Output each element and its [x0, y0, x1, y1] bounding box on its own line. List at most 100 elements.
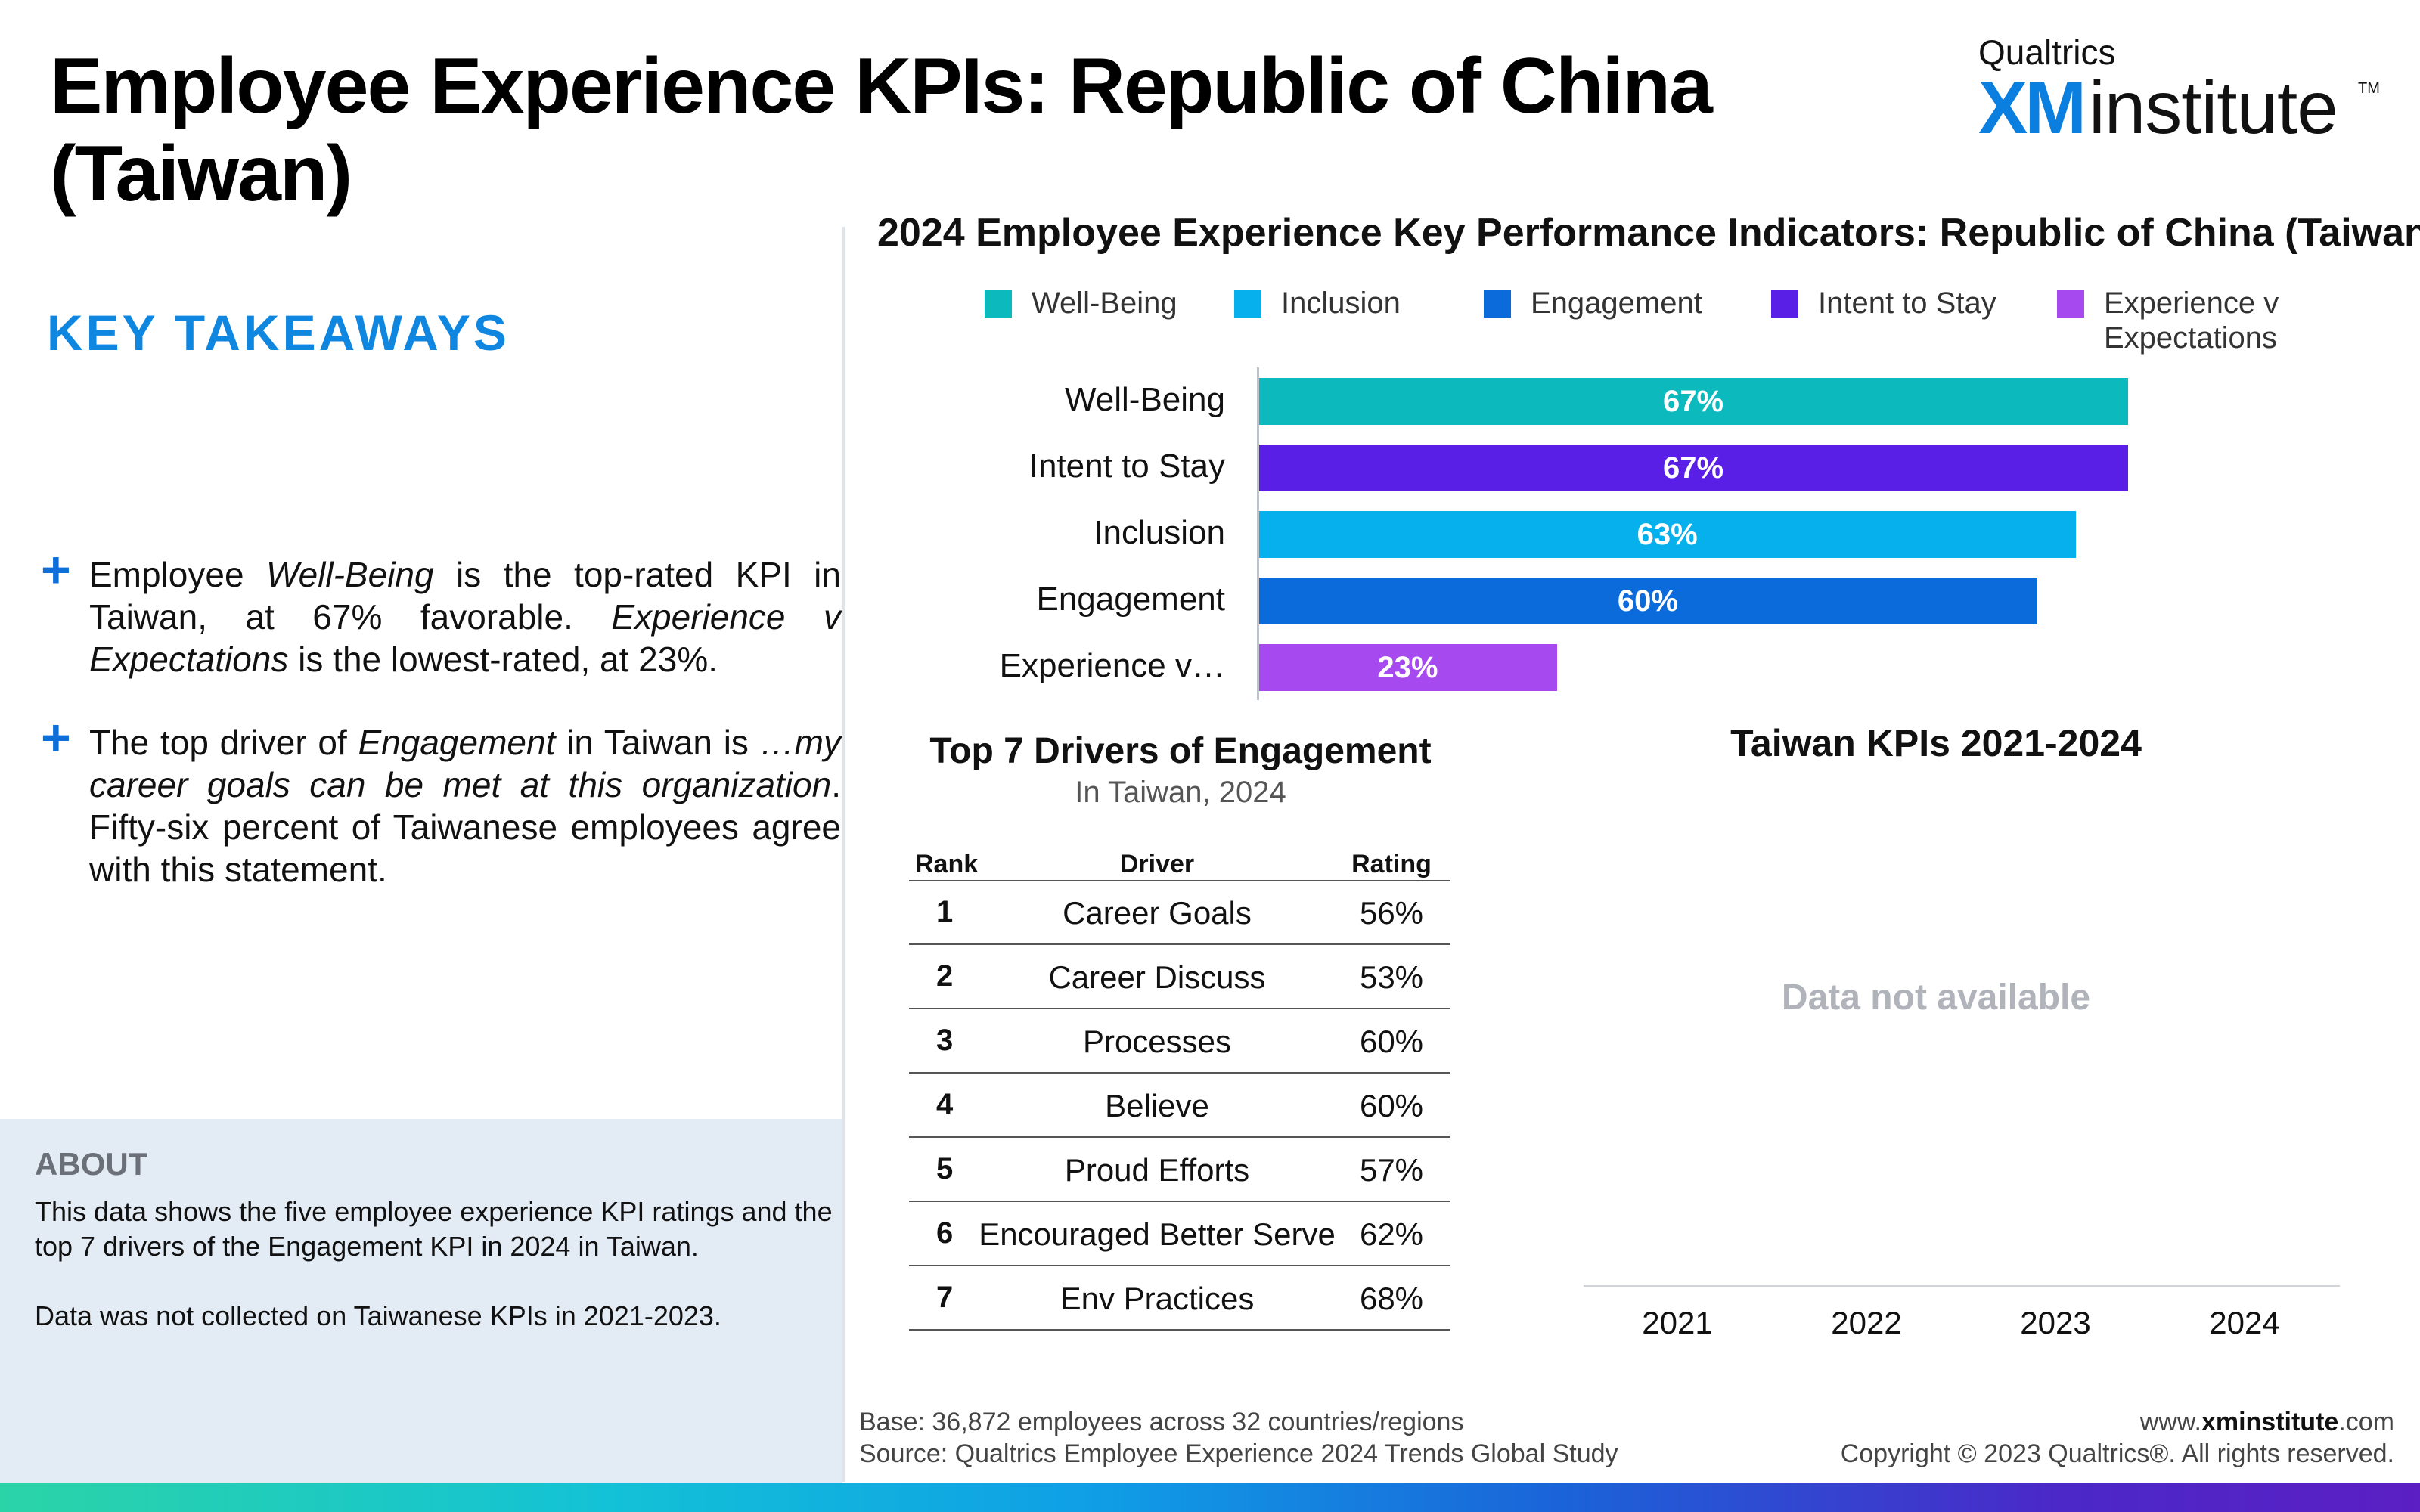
logo-institute-text: institute	[2089, 66, 2338, 149]
page-title: Employee Experience KPIs: Republic of Ch…	[50, 42, 1713, 218]
key-takeaways-heading: KEY TAKEAWAYS	[47, 305, 510, 361]
footer-gradient-bar	[0, 1483, 2420, 1512]
driver-name: Encouraged Better Serve	[979, 1216, 1336, 1252]
about-line-1: This data shows the five employee experi…	[35, 1196, 833, 1262]
logo-xm-text: XM	[1978, 66, 2086, 149]
driver-rank: 2	[936, 959, 954, 993]
driver-rating: 56%	[1359, 895, 1424, 931]
takeaway-segment: Well-Being	[266, 555, 434, 594]
kpi-chart-title: 2024 Employee Experience Key Performance…	[877, 211, 2420, 255]
driver-rating: 60%	[1359, 1024, 1424, 1059]
table-rule	[909, 1072, 1450, 1074]
panel-divider	[842, 227, 845, 1482]
plus-icon: +	[41, 541, 71, 599]
footer-website[interactable]: www.xminstitute.com	[2139, 1408, 2394, 1436]
about-heading: ABOUT	[35, 1146, 148, 1182]
takeaway-segment: …my career goals can be met at this orga…	[89, 723, 841, 804]
footer-base: Base: 36,872 employees across 32 countri…	[859, 1408, 1464, 1436]
takeaway-segment: in Taiwan is	[555, 723, 760, 762]
takeaway-text: The top driver of Engagement in Taiwan i…	[89, 721, 841, 891]
footer-copyright: Copyright © 2023 Qualtrics®. All rights …	[1840, 1439, 2394, 1468]
trend-chart-axis	[1584, 1285, 2340, 1287]
legend-label: Intent to Stay	[1818, 287, 1996, 320]
driver-name: Career Goals	[1063, 895, 1252, 931]
bar-category-label: Well-Being	[1065, 381, 1225, 418]
table-rule	[909, 1136, 1450, 1138]
drivers-title: Top 7 Drivers of Engagement	[929, 731, 1432, 771]
bar	[1258, 578, 2037, 624]
driver-rating: 68%	[1359, 1281, 1424, 1316]
driver-name: Career Discuss	[1048, 959, 1266, 995]
trend-chart-title: Taiwan KPIs 2021-2024	[1730, 722, 2142, 764]
bar-category-label: Intent to Stay	[1028, 448, 1225, 485]
legend-label: Experience v Expectations	[2104, 287, 2279, 355]
takeaway-segment: Employee	[89, 555, 266, 594]
bar-value-label: 60%	[1617, 584, 1678, 618]
about-text: This data shows the five employee experi…	[35, 1194, 836, 1334]
legend-swatch	[1234, 290, 1261, 318]
takeaway-segment: Experience v Expectations	[89, 597, 841, 679]
driver-rank: 7	[936, 1281, 954, 1314]
driver-name: Processes	[1082, 1024, 1232, 1059]
legend-swatch	[2057, 290, 2084, 318]
legend-label: Inclusion	[1281, 287, 1401, 320]
takeaway-segment: Engagement	[358, 723, 556, 762]
footer-source: Base: 36,872 employees across 32 countri…	[859, 1406, 1618, 1470]
driver-rating: 57%	[1359, 1152, 1424, 1188]
year-tick-label: 2024	[2209, 1305, 2280, 1340]
driver-rating: 60%	[1359, 1088, 1424, 1123]
table-rule	[909, 943, 1450, 945]
drivers-column-header: Rank	[915, 850, 979, 878]
driver-name: Env Practices	[1060, 1281, 1255, 1316]
year-tick-label: 2021	[1642, 1305, 1713, 1340]
table-rule	[909, 1265, 1450, 1266]
legend-label: Well-Being	[1032, 287, 1177, 320]
takeaway-segment: is the lowest-rated, at 23%.	[288, 640, 718, 679]
bar	[1258, 445, 2128, 491]
bar-value-label: 63%	[1637, 518, 1698, 551]
year-tick-label: 2022	[1831, 1305, 1902, 1340]
takeaway-text: Employee Well-Being is the top-rated KPI…	[89, 553, 841, 680]
bar-category-label: Inclusion	[1094, 514, 1225, 551]
kpi-chart-axis	[1257, 367, 1259, 700]
bar-value-label: 23%	[1377, 651, 1438, 684]
takeaway-segment: is the top-rated KPI in Taiwan, at 67% f…	[89, 555, 841, 637]
about-panel	[0, 1119, 842, 1483]
driver-rank: 3	[936, 1024, 954, 1057]
table-rule	[909, 880, 1450, 881]
driver-rank: 6	[936, 1216, 954, 1250]
driver-rank: 5	[936, 1152, 954, 1185]
takeaway-segment: . Fifty-six percent of Taiwanese employe…	[89, 765, 841, 889]
logo-qualtrics-text: Qualtrics	[1978, 33, 2116, 72]
driver-rating: 53%	[1359, 959, 1424, 995]
bar-value-label: 67%	[1662, 451, 1724, 485]
legend-swatch	[1771, 290, 1798, 318]
legend-swatch	[985, 290, 1012, 318]
bar	[1258, 378, 2128, 425]
drivers-column-header: Driver	[1119, 850, 1195, 878]
driver-rating: 62%	[1359, 1216, 1424, 1252]
bar-value-label: 67%	[1662, 385, 1724, 418]
legend-swatch	[1484, 290, 1511, 318]
about-line-2: Data was not collected on Taiwanese KPIs…	[35, 1300, 721, 1331]
table-rule	[909, 1329, 1450, 1331]
footer-source-line: Source: Qualtrics Employee Experience 20…	[859, 1439, 1618, 1468]
driver-name: Believe	[1105, 1088, 1209, 1123]
driver-rank: 4	[936, 1088, 954, 1121]
takeaway-segment: The top driver of	[89, 723, 358, 762]
bar-category-label: Engagement	[1036, 581, 1225, 618]
footer-right: www.xminstitute.com Copyright © 2023 Qua…	[1664, 1406, 2394, 1470]
bar-category-label: Experience v…	[999, 647, 1225, 684]
year-tick-label: 2023	[2020, 1305, 2091, 1340]
drivers-column-header: Rating	[1351, 850, 1432, 878]
logo-trademark: TM	[2358, 80, 2380, 97]
legend-label: Engagement	[1531, 287, 1702, 320]
driver-rank: 1	[936, 895, 954, 928]
drivers-subtitle: In Taiwan, 2024	[1075, 776, 1286, 809]
table-rule	[909, 1201, 1450, 1202]
plus-icon: +	[41, 709, 71, 767]
driver-name: Proud Efforts	[1064, 1152, 1250, 1188]
bar	[1258, 511, 2077, 558]
table-rule	[909, 1008, 1450, 1009]
no-data-message: Data not available	[1781, 978, 2091, 1018]
